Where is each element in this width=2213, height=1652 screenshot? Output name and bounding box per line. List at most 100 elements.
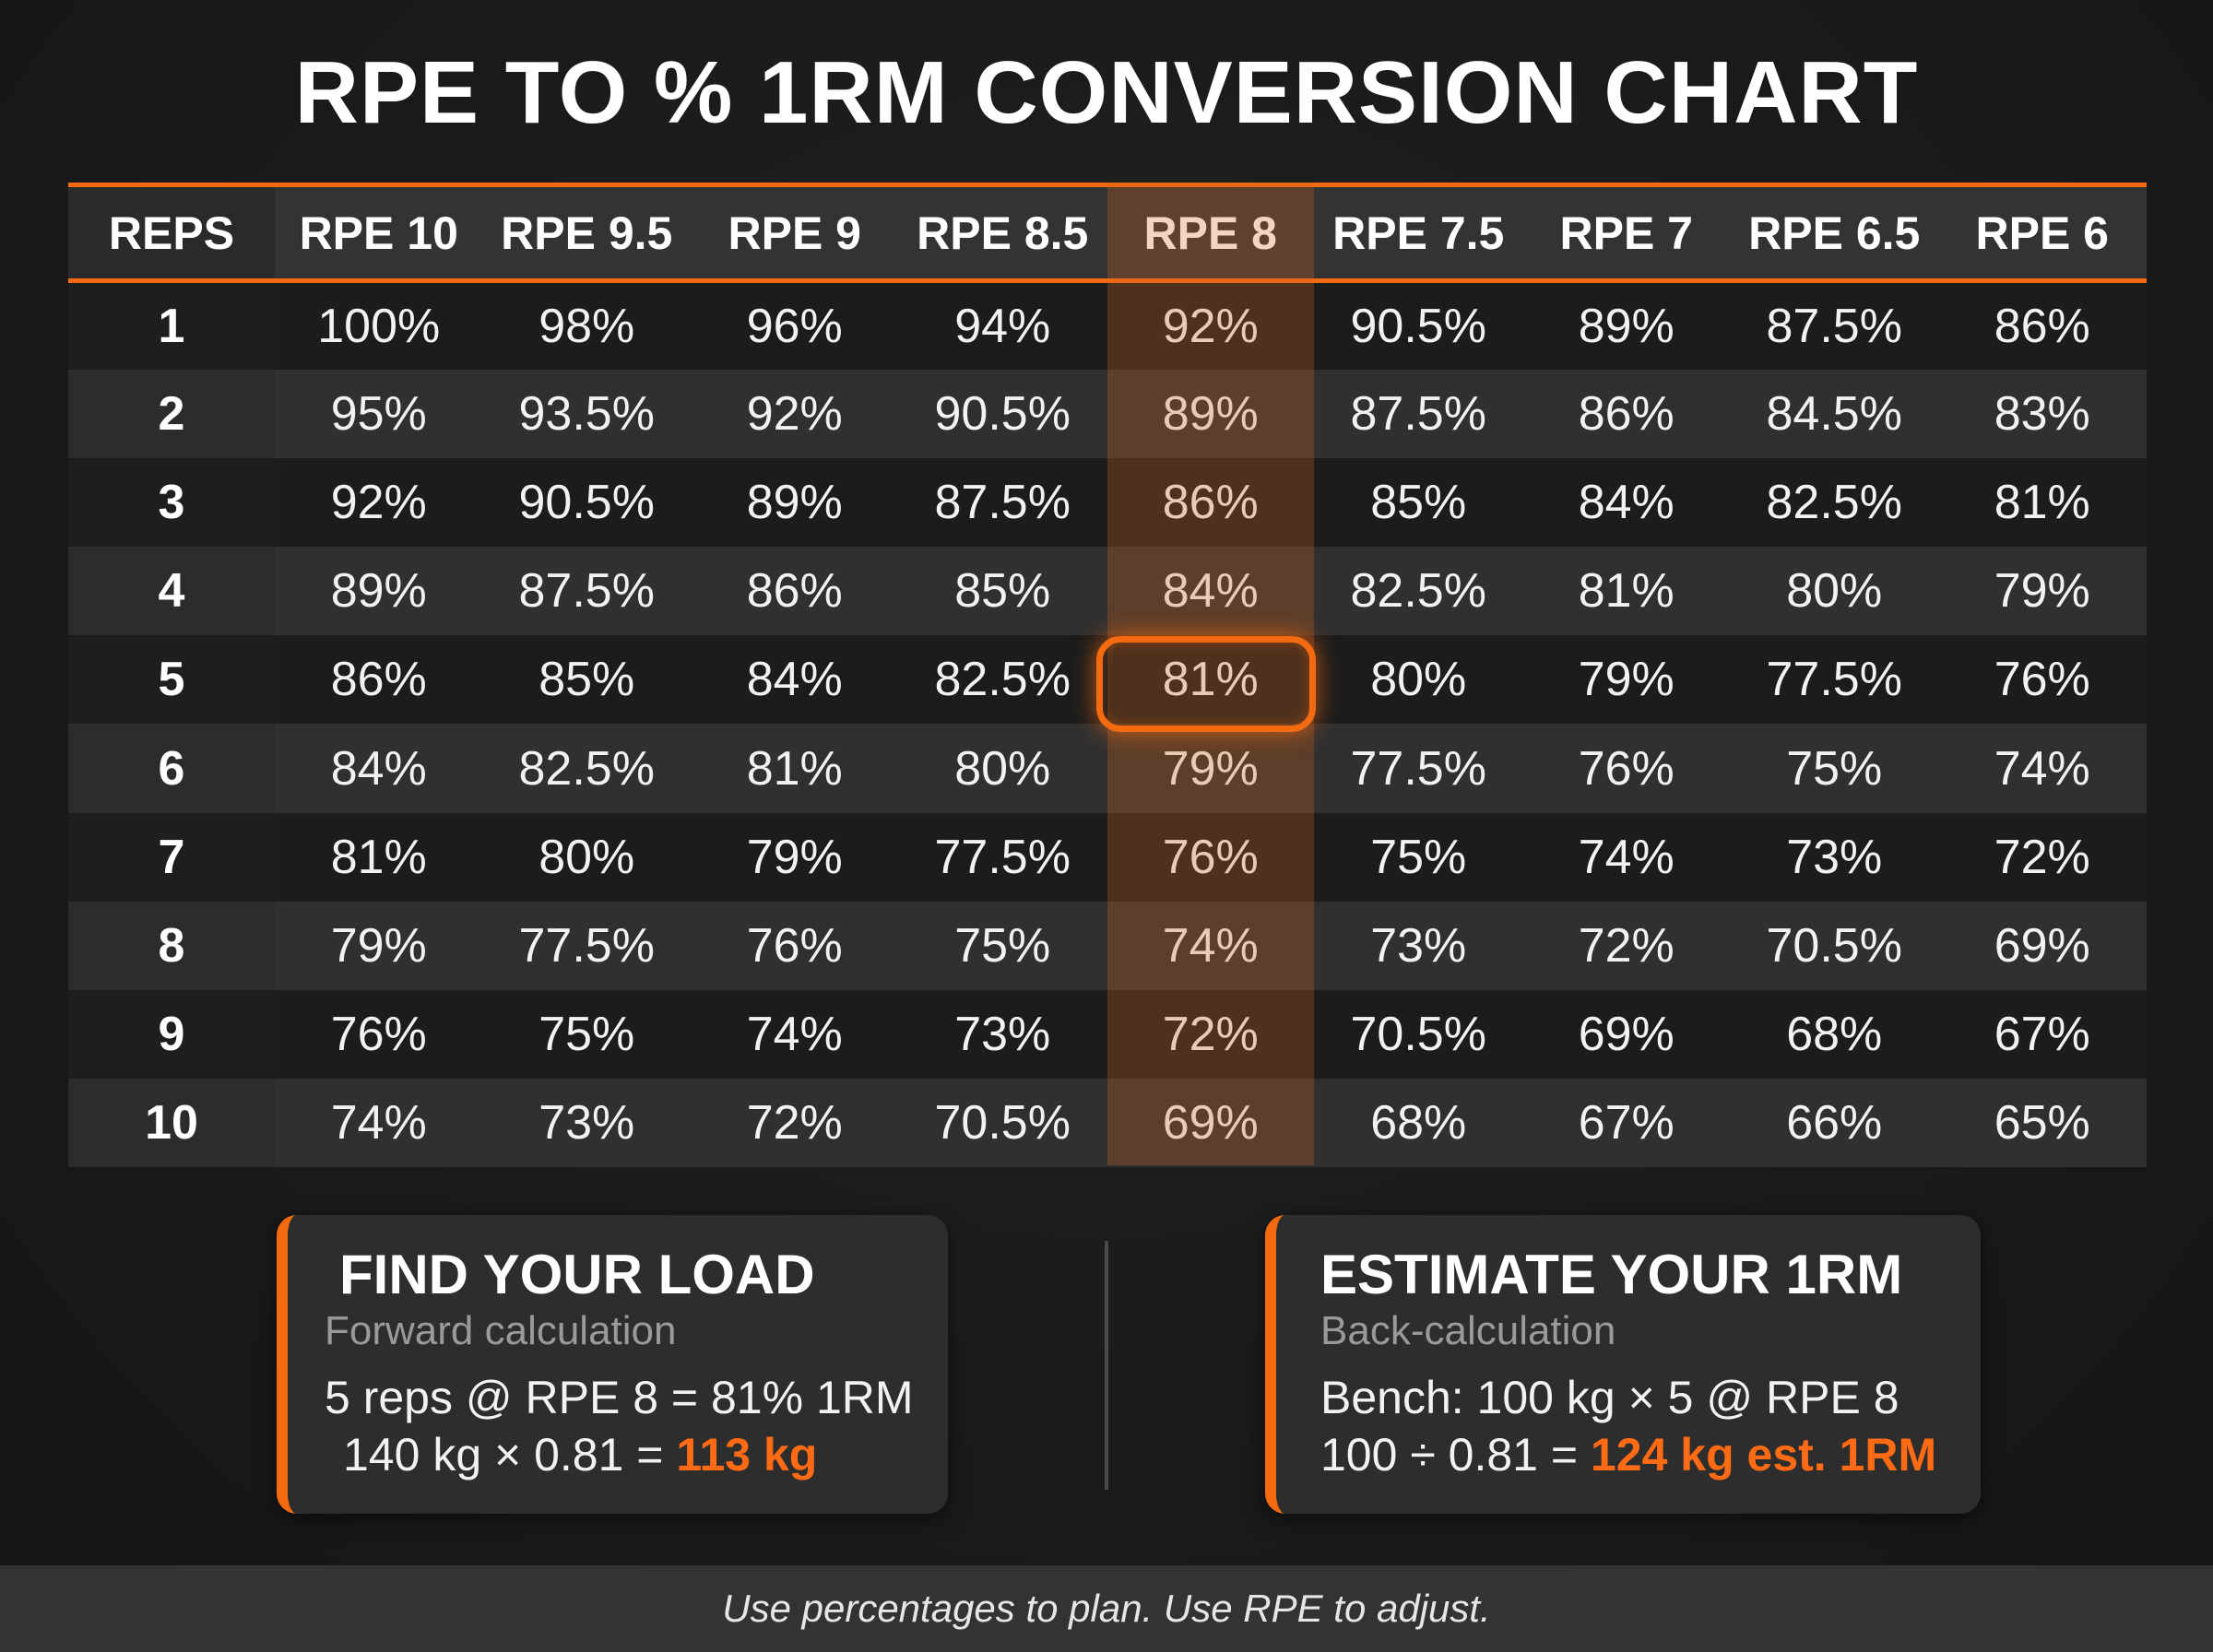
column-header-rpe-7-5: RPE 7.5: [1314, 183, 1522, 283]
percentage-cell: 69%: [1578, 1008, 1675, 1062]
percentage-cell: 89%: [330, 564, 427, 619]
percentage-cell: 82.5%: [518, 741, 655, 796]
table-row: 3 92% 90.5% 89% 87.5% 86% 85% 84% 82.5% 81%: [68, 457, 2147, 548]
page-title: RPE TO % 1RM CONVERSION CHART: [294, 43, 1919, 142]
percentage-cell: 81%: [1994, 475, 2090, 529]
card-line-2-prefix: 140 kg × 0.81 =: [343, 1429, 677, 1481]
percentage-cell: 96%: [746, 299, 843, 353]
percentage-cell: 84%: [1578, 475, 1675, 529]
card-title: FIND YOUR LOAD: [339, 1244, 815, 1305]
rep-count-cell: 10: [68, 1079, 275, 1168]
table-header-row: REPS RPE 10 RPE 9.5 RPE 9 RPE 8.5 RPE 8 RPE 7.…: [68, 183, 2147, 283]
rep-count-cell: 6: [68, 724, 275, 813]
percentage-cell: 79%: [746, 830, 843, 884]
percentage-cell: 84%: [330, 741, 427, 796]
rep-count-cell: 5: [68, 635, 275, 725]
column-header-rpe-8-5: RPE 8.5: [898, 183, 1106, 283]
percentage-cell: 67%: [1994, 1008, 2090, 1062]
percentage-cell: 77.5%: [1766, 653, 1902, 707]
percentage-cell: 87.5%: [1766, 299, 1902, 353]
percentage-cell: 68%: [1370, 1096, 1467, 1150]
percentage-cell: 73%: [1370, 918, 1467, 973]
percentage-cell: 72%: [1162, 1008, 1259, 1062]
percentage-cell: 65%: [1994, 1096, 2090, 1150]
card-line-1: Bench: 100 kg × 5 @ RPE 8: [1320, 1372, 1899, 1423]
percentage-cell: 75%: [954, 918, 1051, 973]
rep-count-cell: 1: [68, 280, 275, 370]
find-your-load-card: FIND YOUR LOAD Forward calculation 5 rep…: [277, 1215, 948, 1514]
percentage-cell: 81%: [746, 741, 843, 796]
percentage-cell: 77.5%: [1350, 741, 1486, 796]
card-subtitle: Back-calculation: [1320, 1308, 1616, 1353]
column-header-rpe-9: RPE 9: [691, 183, 899, 283]
card-result: 124 kg est. 1RM: [1590, 1429, 1937, 1481]
percentage-cell: 90.5%: [1350, 299, 1486, 353]
table-row: 6 84% 82.5% 81% 80% 79% 77.5% 76% 75% 74%: [68, 724, 2147, 813]
table-row: 2 95% 93.5% 92% 90.5% 89% 87.5% 86% 84.5% 83%: [68, 369, 2147, 458]
percentage-cell: 74%: [1994, 741, 2090, 796]
table-row: 7 81% 80% 79% 77.5% 76% 75% 74% 73% 72%: [68, 812, 2147, 902]
rep-count-cell: 2: [68, 369, 275, 458]
percentage-cell: 81%: [1162, 653, 1259, 707]
percentage-cell: 75%: [538, 1008, 635, 1062]
column-header-rpe-8: RPE 8: [1106, 183, 1315, 283]
percentage-cell: 74%: [1578, 830, 1675, 884]
rpe-conversion-table: REPS RPE 10 RPE 9.5 RPE 9 RPE 8.5 RPE 8 RPE 7.…: [68, 183, 2147, 1168]
percentage-cell: 76%: [746, 918, 843, 973]
percentage-cell: 85%: [954, 564, 1051, 619]
percentage-cell: 86%: [1994, 299, 2090, 353]
percentage-cell: 66%: [1786, 1096, 1883, 1150]
percentage-cell: 72%: [746, 1096, 843, 1150]
card-title: ESTIMATE YOUR 1RM: [1320, 1244, 1903, 1305]
percentage-cell: 69%: [1994, 918, 2090, 973]
column-header-rpe-10: RPE 10: [275, 183, 483, 283]
percentage-cell: 79%: [1162, 741, 1259, 796]
percentage-cell: 82.5%: [1350, 564, 1486, 619]
percentage-cell: 87.5%: [1350, 386, 1486, 441]
percentage-cell: 68%: [1786, 1008, 1883, 1062]
card-line-1: 5 reps @ RPE 8 = 81% 1RM: [325, 1372, 914, 1423]
rep-count-cell: 3: [68, 457, 275, 548]
percentage-cell: 72%: [1994, 830, 2090, 884]
card-result: 113 kg: [676, 1429, 818, 1481]
percentage-cell: 70.5%: [1350, 1008, 1486, 1062]
percentage-cell: 98%: [538, 299, 635, 353]
percentage-cell: 77.5%: [518, 918, 655, 973]
card-line-2: 140 kg × 0.81 = 113 kg: [343, 1427, 817, 1482]
table-row: 9 76% 75% 74% 73% 72% 70.5% 69% 68% 67%: [68, 990, 2147, 1080]
percentage-cell: 89%: [746, 475, 843, 529]
percentage-cell: 80%: [954, 741, 1051, 796]
percentage-cell: 100%: [317, 299, 441, 353]
card-subtitle: Forward calculation: [325, 1308, 677, 1353]
percentage-cell: 76%: [1994, 653, 2090, 707]
percentage-cell: 90.5%: [934, 386, 1071, 441]
percentage-cell: 85%: [538, 653, 635, 707]
percentage-cell: 95%: [330, 386, 427, 441]
estimate-your-1rm-card: ESTIMATE YOUR 1RM Back-calculation Bench…: [1265, 1215, 1981, 1514]
percentage-cell: 67%: [1578, 1096, 1675, 1150]
table-row: 5 86% 85% 84% 82.5% 81% 80% 79% 77.5% 76%: [68, 635, 2147, 725]
rep-count-cell: 4: [68, 547, 275, 636]
table-row: 10 74% 73% 72% 70.5% 69% 68% 67% 66% 65%: [68, 1079, 2147, 1168]
percentage-cell: 80%: [538, 830, 635, 884]
percentage-cell: 69%: [1162, 1096, 1259, 1150]
percentage-cell: 74%: [746, 1008, 843, 1062]
column-header-reps: REPS: [68, 183, 275, 283]
percentage-cell: 87.5%: [518, 564, 655, 619]
percentage-cell: 77.5%: [934, 830, 1071, 884]
rep-count-cell: 9: [68, 990, 275, 1080]
percentage-cell: 75%: [1370, 830, 1467, 884]
percentage-cell: 70.5%: [1766, 918, 1902, 973]
column-header-rpe-6: RPE 6: [1938, 183, 2147, 283]
rep-count-cell: 7: [68, 812, 275, 902]
percentage-cell: 86%: [1578, 386, 1675, 441]
conversion-table-wrapper: REPS RPE 10 RPE 9.5 RPE 9 RPE 8.5 RPE 8 RPE 7.…: [68, 183, 2147, 1168]
percentage-cell: 73%: [954, 1008, 1051, 1062]
rep-count-cell: 8: [68, 901, 275, 990]
percentage-cell: 82.5%: [934, 653, 1071, 707]
percentage-cell: 86%: [746, 564, 843, 619]
percentage-cell: 82.5%: [1766, 475, 1902, 529]
percentage-cell: 80%: [1370, 653, 1467, 707]
card-line-2-prefix: 100 ÷ 0.81 =: [1320, 1429, 1591, 1481]
